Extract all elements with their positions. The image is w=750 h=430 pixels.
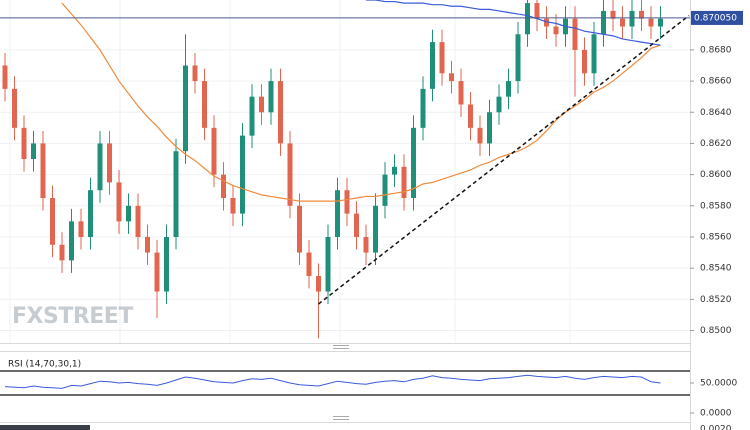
candle-body xyxy=(534,3,540,19)
candle-body xyxy=(601,10,606,35)
time-grid xyxy=(9,0,571,343)
y-tick-label: 0.8680 xyxy=(700,45,732,55)
candle-body xyxy=(192,65,198,82)
panel-grip[interactable] xyxy=(333,416,349,420)
candle-body xyxy=(648,18,654,27)
candle-body xyxy=(477,127,483,144)
y-tick-label: 0.8500 xyxy=(700,326,732,336)
y-tick-label: 0.0020 xyxy=(700,425,732,430)
candle-body xyxy=(278,81,283,144)
candle-body xyxy=(211,127,217,175)
candle-body xyxy=(382,174,388,206)
y-tick-label: 0.8600 xyxy=(700,170,732,180)
candle-body xyxy=(325,236,331,292)
candle-body xyxy=(458,81,464,105)
moving-average xyxy=(366,0,661,46)
y-tick-label: 0.8620 xyxy=(700,139,732,149)
candle-body xyxy=(620,18,625,27)
candle-body xyxy=(515,34,521,82)
y-tick-label: 0.8580 xyxy=(700,201,732,211)
candle-body xyxy=(420,88,426,128)
candle-body xyxy=(240,135,245,214)
candle-body xyxy=(316,275,321,292)
candle-body xyxy=(658,18,663,27)
candle-body xyxy=(12,88,17,128)
candle-body xyxy=(40,143,46,199)
candle-body xyxy=(354,213,359,237)
rsi-label: RSI (14,70,30,1) xyxy=(8,360,81,370)
candle-body xyxy=(249,96,255,136)
candle-body xyxy=(2,65,8,89)
candle-body xyxy=(116,182,122,222)
candle-body xyxy=(107,143,112,183)
candle-body xyxy=(449,73,454,82)
candle-body xyxy=(629,10,635,27)
candle-body xyxy=(344,190,350,214)
candle-body xyxy=(544,18,549,27)
rsi-panel xyxy=(4,374,661,389)
candle-body xyxy=(31,143,36,160)
candle-body xyxy=(468,104,473,128)
candle-body xyxy=(59,244,65,261)
candle-body xyxy=(411,127,416,199)
candle-body xyxy=(135,205,141,237)
candle-body xyxy=(439,42,445,74)
candle-body xyxy=(297,205,302,253)
y-tick-label: 0.8640 xyxy=(700,108,732,118)
y-tick-label: 0.8560 xyxy=(700,232,732,242)
candle-body xyxy=(335,190,340,237)
candle-body xyxy=(259,96,264,113)
candle-body xyxy=(145,236,150,253)
candle-body xyxy=(306,252,312,276)
candle-body xyxy=(221,174,226,199)
candle-body xyxy=(430,42,435,89)
candle-body xyxy=(639,10,644,19)
candle-body xyxy=(572,18,578,50)
y-tick-label: 0.8540 xyxy=(700,264,732,274)
candle-body xyxy=(164,236,169,292)
candle-body xyxy=(496,96,502,113)
price-panel xyxy=(2,0,690,339)
last-price-box xyxy=(691,10,743,25)
candle-body xyxy=(78,221,84,237)
candle-body xyxy=(553,26,559,35)
candle-body xyxy=(50,198,55,245)
candle-body xyxy=(154,252,160,292)
candle-body xyxy=(202,81,207,128)
panel-grip[interactable] xyxy=(333,345,349,349)
candle-body xyxy=(487,112,492,144)
moving-average xyxy=(61,2,661,202)
candle-body xyxy=(183,65,188,152)
panel-tab xyxy=(0,425,90,430)
y-tick-label: 0.8520 xyxy=(700,295,732,305)
candle-body xyxy=(392,166,397,175)
trendline xyxy=(318,14,690,305)
watermark: FXSTREET xyxy=(12,304,133,329)
candle-body xyxy=(401,166,407,199)
candle-body xyxy=(287,143,293,206)
candle-body xyxy=(21,127,27,160)
y-tick-label: 0.0000 xyxy=(700,409,732,419)
candle-body xyxy=(230,198,236,214)
candle-body xyxy=(173,151,179,237)
candle-body xyxy=(363,236,369,253)
candle-body xyxy=(582,49,587,74)
last-price-label: 0.870050 xyxy=(694,13,737,23)
candle-body xyxy=(69,221,74,261)
candle-body xyxy=(610,10,616,19)
candle-body xyxy=(268,81,274,113)
y-tick-label: 0.8660 xyxy=(700,77,732,87)
candle-body xyxy=(126,205,131,222)
candle-body xyxy=(591,34,597,74)
rsi-line xyxy=(4,374,661,389)
y-tick-label: 50.0000 xyxy=(700,379,737,389)
candle-body xyxy=(506,81,511,97)
candle-body xyxy=(525,3,530,35)
candle-body xyxy=(97,143,103,191)
rsi-label-bg xyxy=(4,356,96,370)
candle-body xyxy=(373,205,378,253)
candle-body xyxy=(88,190,93,237)
